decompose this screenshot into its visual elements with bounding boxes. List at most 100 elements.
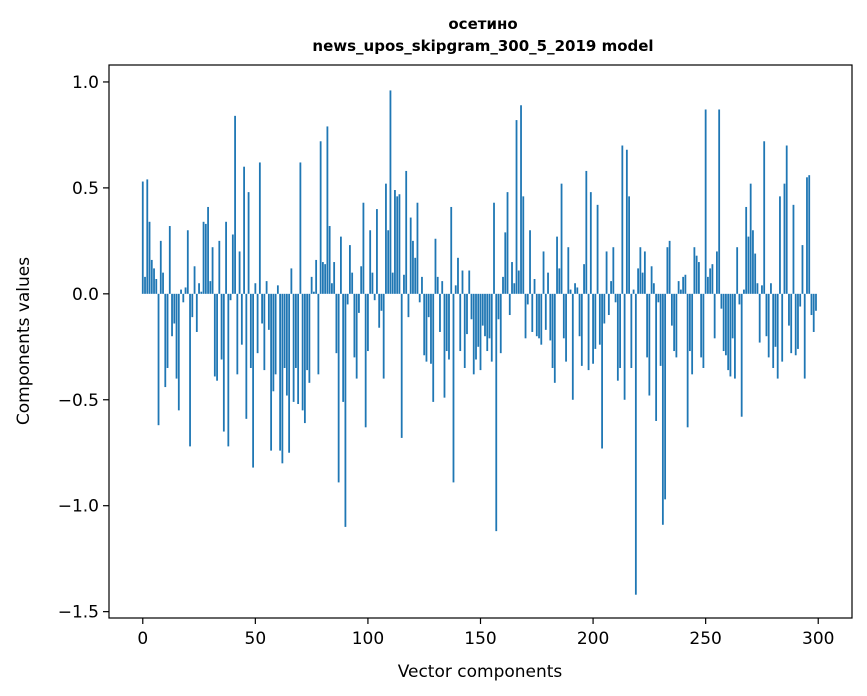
bar-193 <box>576 287 579 294</box>
bar-50 <box>254 283 257 294</box>
bar-222 <box>641 272 644 294</box>
bar-170 <box>524 293 527 339</box>
bar-205 <box>603 293 606 324</box>
bar-294 <box>803 293 806 379</box>
bar-45 <box>243 166 245 294</box>
bar-160 <box>502 276 504 294</box>
bar-56 <box>267 293 270 330</box>
bar-71 <box>301 293 304 411</box>
bar-217 <box>630 293 633 368</box>
bar-152 <box>484 293 486 337</box>
bar-192 <box>574 283 576 294</box>
bar-239 <box>679 289 682 294</box>
bar-122 <box>416 202 419 294</box>
bar-164 <box>511 262 513 294</box>
bar-9 <box>162 272 164 294</box>
y-tick-label-0: −1.5 <box>58 603 99 623</box>
bar-136 <box>448 293 450 360</box>
bar-209 <box>612 247 615 294</box>
x-tick-label-50: 50 <box>245 629 267 649</box>
bar-83 <box>328 226 331 294</box>
bar-125 <box>423 293 426 356</box>
bar-82 <box>326 126 329 294</box>
bar-172 <box>529 230 531 294</box>
bar-203 <box>598 293 601 345</box>
bar-144 <box>466 293 468 335</box>
bar-21 <box>189 293 191 447</box>
bar-81 <box>324 264 327 294</box>
bar-33 <box>216 293 218 381</box>
bar-201 <box>594 293 597 349</box>
bar-279 <box>770 283 772 294</box>
bar-231 <box>661 293 664 525</box>
bar-46 <box>245 293 248 419</box>
bar-266 <box>740 293 743 417</box>
bar-10 <box>164 293 167 388</box>
bar-169 <box>522 196 525 294</box>
bar-259 <box>725 293 727 356</box>
bar-26 <box>200 291 203 294</box>
bar-287 <box>788 293 790 326</box>
y-axis-label: Components values <box>14 257 34 425</box>
bar-61 <box>279 293 282 451</box>
bar-171 <box>526 293 529 305</box>
bar-295 <box>806 177 808 294</box>
bar-233 <box>666 247 669 294</box>
bar-194 <box>578 293 581 337</box>
bar-290 <box>794 293 797 356</box>
bar-49 <box>252 293 254 468</box>
bar-297 <box>810 293 813 316</box>
bars-group <box>141 90 817 595</box>
bar-79 <box>319 141 322 294</box>
bar-224 <box>646 293 649 358</box>
bar-30 <box>209 281 212 294</box>
bar-163 <box>508 293 511 316</box>
bar-236 <box>673 293 676 352</box>
bar-189 <box>567 247 570 294</box>
bar-72 <box>303 293 306 424</box>
bar-291 <box>797 293 799 349</box>
bar-253 <box>711 264 714 294</box>
x-axis-ticks: 0 50 100 150 200 250 300 <box>137 618 834 649</box>
bar-135 <box>445 293 448 352</box>
bar-274 <box>758 293 761 343</box>
bar-159 <box>499 293 502 354</box>
bar-211 <box>616 293 619 381</box>
bar-207 <box>607 293 610 316</box>
bar-132 <box>439 293 441 332</box>
x-tick-label-250: 250 <box>689 629 721 649</box>
bar-114 <box>398 194 401 294</box>
bar-208 <box>610 281 612 294</box>
bar-94 <box>353 293 356 358</box>
bar-92 <box>349 245 351 294</box>
bar-76 <box>312 291 315 294</box>
chart-title-line-2: news_upos_skipgram_300_5_2019 model <box>312 37 653 55</box>
bar-278 <box>767 293 770 358</box>
bar-15 <box>175 293 178 379</box>
bar-137 <box>450 206 453 294</box>
bar-285 <box>783 183 786 294</box>
bar-263 <box>734 293 736 379</box>
bar-24 <box>195 293 198 332</box>
bar-177 <box>540 293 543 345</box>
bar-3 <box>148 221 151 294</box>
y-tick-label-2: −0.5 <box>58 391 99 411</box>
x-tick-label-300: 300 <box>802 629 834 649</box>
bar-142 <box>461 270 464 294</box>
bar-234 <box>668 240 671 294</box>
bar-229 <box>657 293 660 303</box>
bar-165 <box>513 283 516 294</box>
bar-134 <box>443 293 446 398</box>
bar-293 <box>801 245 804 294</box>
bar-27 <box>202 221 205 294</box>
bar-119 <box>409 217 412 294</box>
x-axis-label: Vector components <box>398 662 563 682</box>
bar-186 <box>560 183 563 294</box>
bar-41 <box>234 115 236 294</box>
bar-157 <box>495 293 498 532</box>
bar-147 <box>472 293 475 375</box>
bar-96 <box>358 293 360 313</box>
bar-265 <box>738 293 741 305</box>
bar-55 <box>265 281 268 294</box>
